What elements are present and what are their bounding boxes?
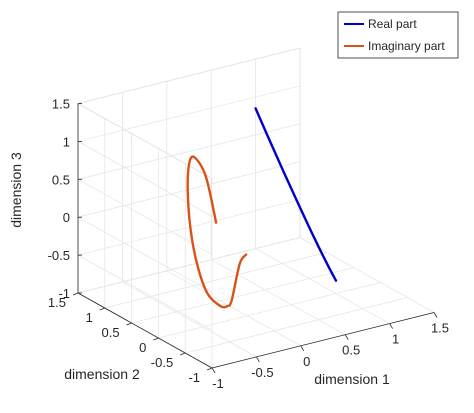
legend-box bbox=[337, 11, 459, 59]
legend: Real part Imaginary part bbox=[337, 11, 459, 59]
x-tick-mark bbox=[256, 356, 260, 363]
y-tick-mark bbox=[153, 337, 159, 341]
y-axis-label: dimension 2 bbox=[64, 366, 140, 382]
floor-grid-y bbox=[131, 267, 354, 324]
y-tick-mark bbox=[126, 322, 132, 326]
left-wall-grid-z bbox=[77, 141, 213, 217]
left-wall-grid-z bbox=[77, 103, 213, 179]
y-tick-mark bbox=[99, 307, 105, 311]
back-wall-grid-z bbox=[77, 199, 301, 256]
x-tick-label: 0.5 bbox=[342, 343, 360, 358]
y-tick-mark bbox=[180, 352, 186, 356]
x-tick-mark bbox=[344, 334, 349, 340]
floor-grid-x bbox=[255, 248, 390, 324]
floor-grid-y bbox=[185, 297, 408, 354]
y-tick-label: 1 bbox=[86, 310, 93, 325]
x-tick-label: 0 bbox=[303, 354, 310, 369]
y-tick-label: 1.5 bbox=[48, 295, 66, 310]
floor-grid-y bbox=[104, 252, 327, 309]
x-axis-line bbox=[211, 312, 435, 369]
series-lines bbox=[186, 107, 338, 309]
back-wall-grid-z bbox=[77, 161, 301, 218]
left-wall-grid-z bbox=[77, 254, 213, 331]
back-wall-grid-z bbox=[77, 85, 301, 142]
z-tick-label: -1 bbox=[58, 286, 70, 301]
y-tick-label: -0.5 bbox=[151, 355, 173, 370]
y-tick-label: 0 bbox=[139, 340, 146, 355]
y-tick-mark bbox=[72, 292, 79, 296]
floor-grid-x bbox=[299, 237, 435, 313]
x-tick-label: -0.5 bbox=[251, 365, 273, 380]
back-wall-grid-z bbox=[77, 47, 301, 104]
floor-grid-x bbox=[166, 270, 301, 347]
y-tick-mark bbox=[206, 367, 213, 371]
x-tick-label: 1 bbox=[392, 332, 399, 347]
legend-label-imaginary: Imaginary part bbox=[368, 39, 445, 53]
y-axis-line bbox=[77, 292, 213, 369]
grid-lines bbox=[77, 47, 435, 369]
left-wall-grid-z bbox=[77, 216, 213, 293]
y-tick-label: 0.5 bbox=[102, 325, 120, 340]
axis-lines bbox=[77, 103, 435, 369]
floor-grid-x bbox=[211, 259, 346, 336]
legend-label-real: Real part bbox=[368, 17, 417, 31]
floor-grid-x bbox=[122, 281, 257, 358]
series-line-imaginary bbox=[186, 155, 248, 309]
floor-grid-y bbox=[158, 282, 381, 339]
z-tick-label: 0 bbox=[63, 210, 70, 225]
tick-labels: -1 -0.5 0 0.5 1 1.5 1.5 1 0.5 0 -0.5 -1 -1 -0.5 0 0.5 1 1… bbox=[48, 97, 449, 392]
series-line-real bbox=[254, 107, 338, 282]
floor-grid-y bbox=[77, 237, 301, 294]
z-tick-label: -0.5 bbox=[48, 248, 70, 263]
x-axis-label: dimension 1 bbox=[314, 371, 390, 387]
back-wall-grid-z bbox=[77, 123, 301, 180]
x-tick-label: -1 bbox=[212, 376, 224, 391]
x-tick-mark bbox=[389, 323, 393, 329]
z-tick-label: 1 bbox=[63, 134, 70, 149]
z-tick-label: 0.5 bbox=[52, 172, 70, 187]
x-tick-mark bbox=[300, 345, 305, 352]
x-tick-mark bbox=[433, 312, 438, 318]
z-axis-label: dimension 3 bbox=[8, 152, 24, 228]
left-wall-grid-z bbox=[77, 178, 213, 255]
x-tick-mark bbox=[211, 367, 216, 374]
x-tick-label: 1.5 bbox=[431, 321, 449, 336]
y-tick-label: -1 bbox=[188, 370, 200, 385]
z-tick-label: 1.5 bbox=[52, 97, 70, 112]
